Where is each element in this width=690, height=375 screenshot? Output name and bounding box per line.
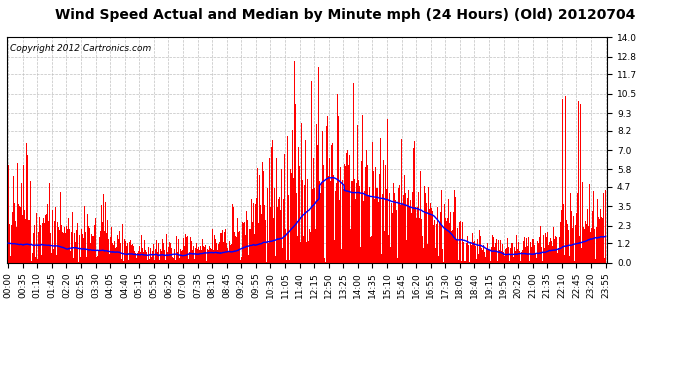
Text: Wind Speed Actual and Median by Minute mph (24 Hours) (Old) 20120704: Wind Speed Actual and Median by Minute m… — [55, 8, 635, 21]
Text: Copyright 2012 Cartronics.com: Copyright 2012 Cartronics.com — [10, 44, 151, 53]
